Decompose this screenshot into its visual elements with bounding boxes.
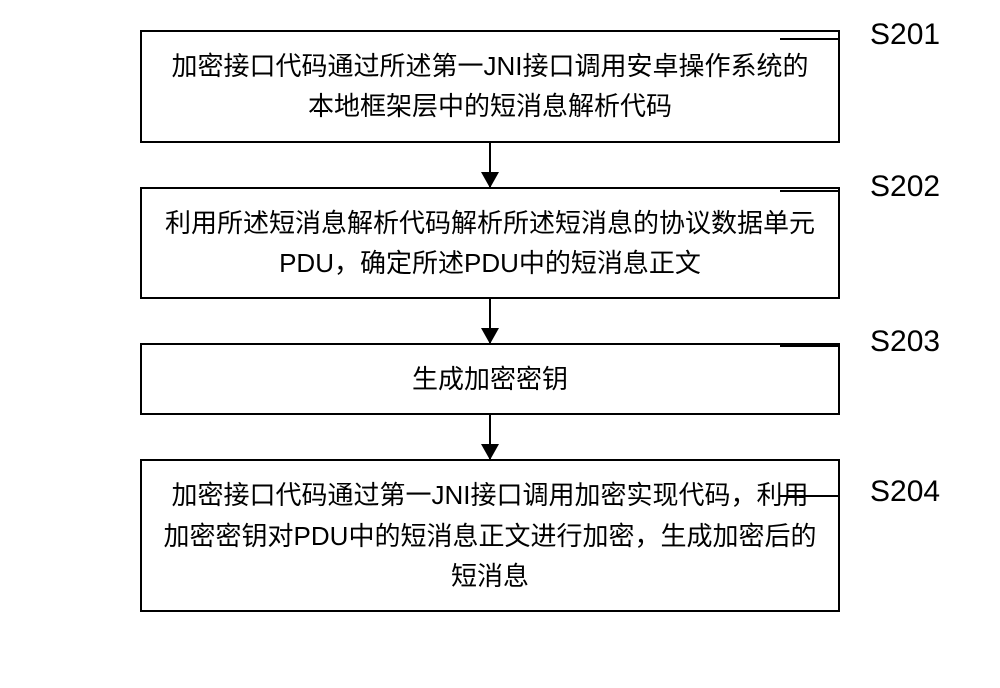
leader-line-4 [780, 495, 840, 497]
flow-step-3-text: 生成加密密钥 [162, 359, 818, 399]
flow-step-3: 生成加密密钥 [140, 343, 840, 415]
arrow-down-icon [481, 444, 499, 460]
leader-line-1 [780, 38, 840, 40]
flowchart-container: 加密接口代码通过所述第一JNI接口调用安卓操作系统的本地框架层中的短消息解析代码… [80, 30, 900, 612]
flow-step-2-text: 利用所述短消息解析代码解析所述短消息的协议数据单元PDU，确定所述PDU中的短消… [162, 203, 818, 284]
leader-line-3 [780, 345, 840, 347]
arrow-down-icon [481, 172, 499, 188]
flow-connector-3 [140, 415, 840, 459]
flow-connector-2 [140, 299, 840, 343]
arrow-down-icon [481, 328, 499, 344]
flow-step-2: 利用所述短消息解析代码解析所述短消息的协议数据单元PDU，确定所述PDU中的短消… [140, 187, 840, 300]
leader-line-2 [780, 190, 840, 192]
flow-step-1-text: 加密接口代码通过所述第一JNI接口调用安卓操作系统的本地框架层中的短消息解析代码 [162, 46, 818, 127]
step-label-3: S203 [870, 325, 940, 359]
step-label-2: S202 [870, 170, 940, 204]
step-label-4: S204 [870, 475, 940, 509]
flow-connector-1 [140, 143, 840, 187]
flow-step-4-text: 加密接口代码通过第一JNI接口调用加密实现代码，利用加密密钥对PDU中的短消息正… [162, 475, 818, 596]
flow-step-4: 加密接口代码通过第一JNI接口调用加密实现代码，利用加密密钥对PDU中的短消息正… [140, 459, 840, 612]
step-label-1: S201 [870, 18, 940, 52]
flow-step-1: 加密接口代码通过所述第一JNI接口调用安卓操作系统的本地框架层中的短消息解析代码 [140, 30, 840, 143]
